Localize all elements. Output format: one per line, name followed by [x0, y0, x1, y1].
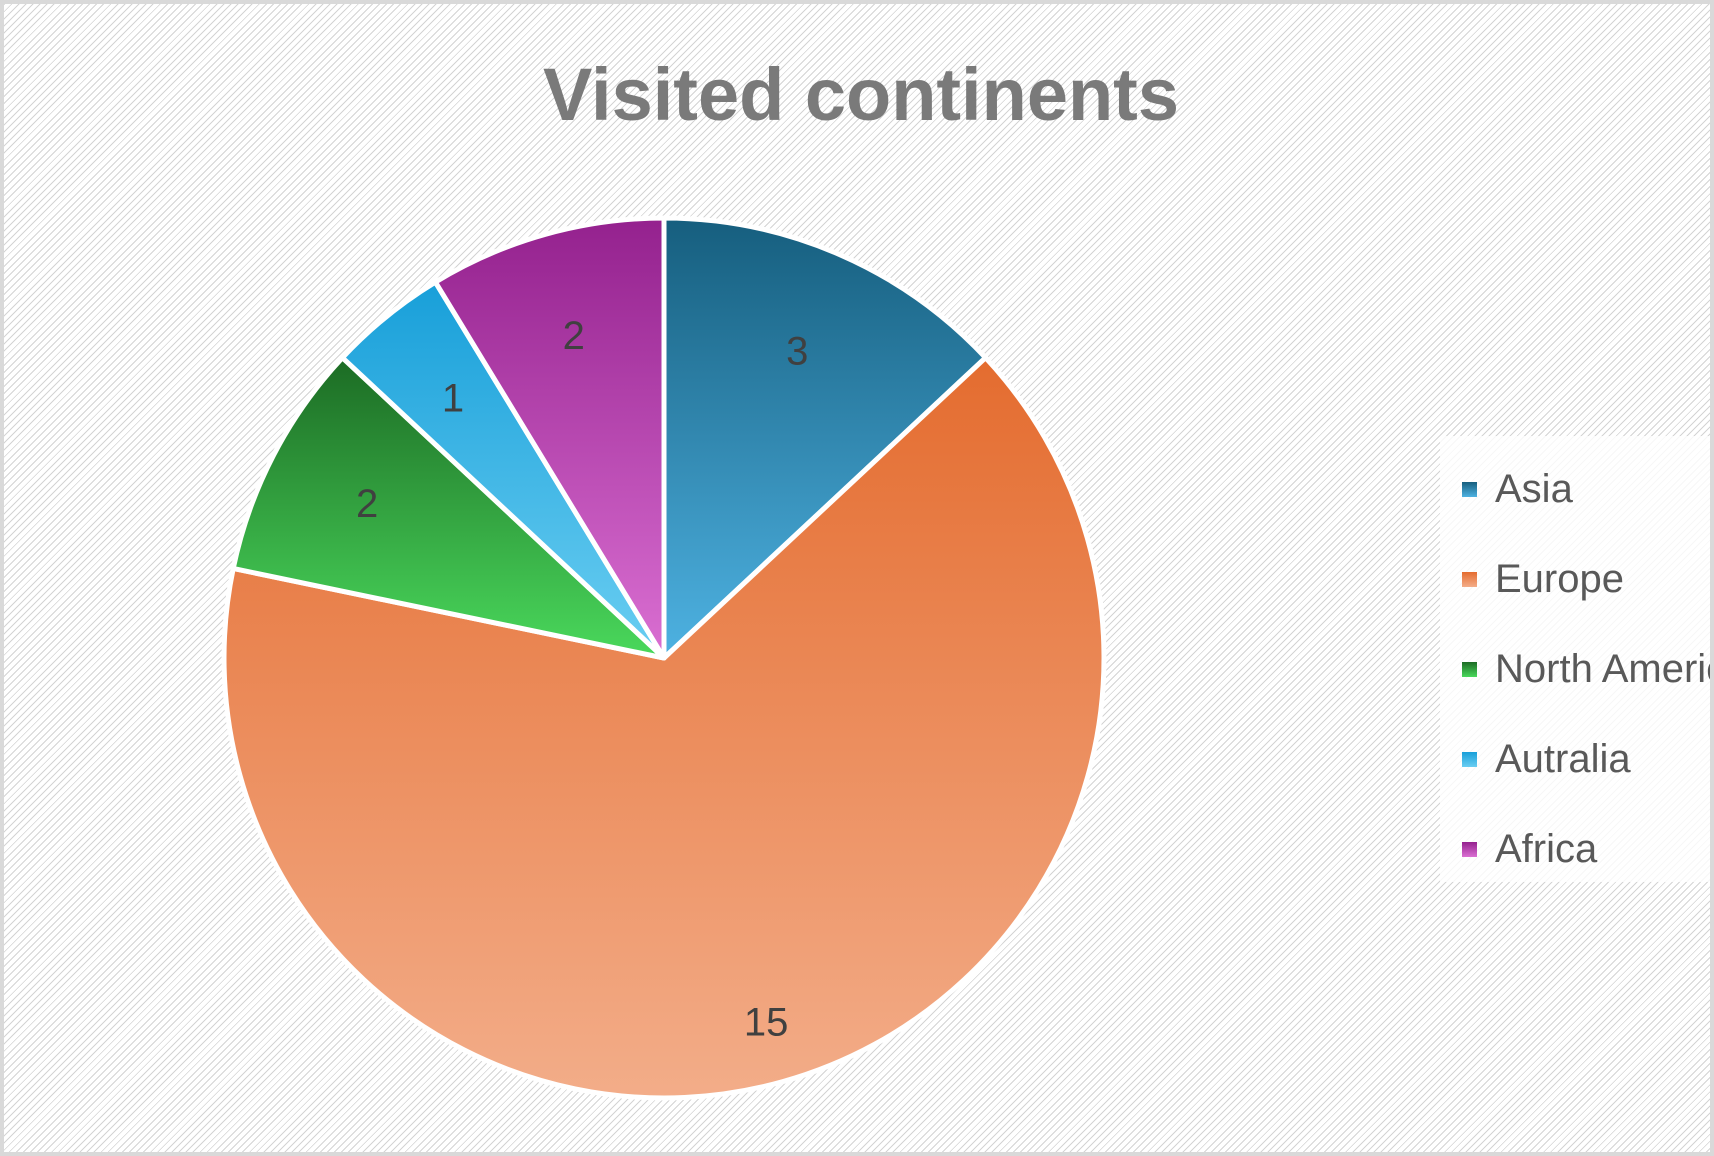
pie-slice-asia: [661, 215, 989, 661]
pie-chart: 3 15 2 1 2: [221, 215, 1107, 1101]
legend-swatch: [1462, 841, 1477, 857]
legend: Asia Europe North America Autralia Africa: [1440, 436, 1710, 882]
legend-swatch: [1462, 751, 1477, 767]
pie-slice-europe: [221, 355, 1107, 1101]
legend-item-autralia: Autralia: [1462, 734, 1631, 784]
legend-item-asia: Asia: [1462, 464, 1573, 514]
legend-swatch: [1462, 661, 1477, 677]
legend-item-north-america: North America: [1462, 644, 1710, 694]
legend-label: Autralia: [1495, 736, 1631, 781]
legend-label: Europe: [1495, 556, 1624, 601]
data-label-europe: 15: [744, 1000, 789, 1044]
data-label-africa: 2: [563, 314, 585, 358]
legend-label: Asia: [1495, 466, 1573, 511]
legend-item-europe: Europe: [1462, 554, 1624, 604]
chart-title: Visited continents: [543, 53, 1179, 136]
pie-slice-africa: [432, 215, 667, 661]
legend-swatch: [1462, 481, 1477, 497]
legend-label: North America: [1495, 646, 1710, 691]
data-label-autralia: 1: [442, 377, 464, 421]
data-label-north-america: 2: [356, 482, 378, 526]
legend-item-africa: Africa: [1462, 824, 1597, 874]
data-label-asia: 3: [786, 329, 808, 373]
legend-swatch: [1462, 571, 1477, 587]
pie-slice-north-america: [230, 355, 667, 661]
legend-label: Africa: [1495, 826, 1598, 871]
